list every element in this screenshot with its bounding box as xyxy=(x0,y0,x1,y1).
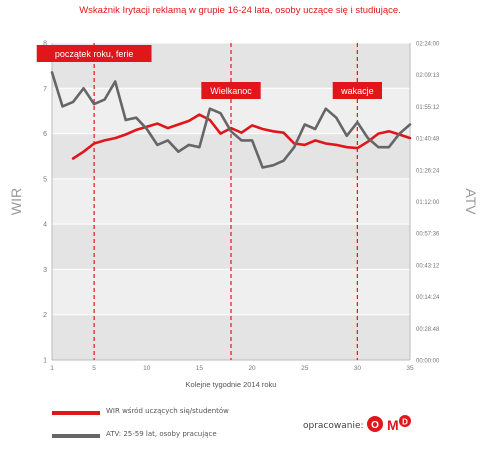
annotation-label: początek roku, ferie xyxy=(55,49,134,59)
y-right-tick-label: 02:09:13 xyxy=(416,73,440,79)
legend-swatch-wir xyxy=(52,411,100,415)
y-left-tick-label: 6 xyxy=(43,131,47,138)
y-right-tick-label: 00:57:36 xyxy=(416,232,440,238)
x-tick-label: 20 xyxy=(248,365,256,372)
legend-label-atv: ATV: 25-59 lat, osoby pracujące xyxy=(106,430,217,438)
y-left-tick-label: 2 xyxy=(43,312,47,319)
chart-title: Wskaźnik Irytacji reklamą w grupie 16-24… xyxy=(79,5,401,16)
svg-text:M: M xyxy=(387,417,399,433)
x-tick-label: 15 xyxy=(196,365,204,372)
series-line-wir xyxy=(71,113,412,160)
y-right-tick-label: 00:28:48 xyxy=(416,327,440,333)
annotation-box xyxy=(332,82,382,99)
legend-swatch-atv xyxy=(52,434,100,438)
y-right-tick-label: 00:00:00 xyxy=(416,359,440,365)
svg-text:O: O xyxy=(371,420,379,431)
legend-label-wir: WIR wśród uczących się/studentów xyxy=(106,407,229,415)
omd-logo: O M D xyxy=(367,412,411,434)
svg-text:D: D xyxy=(402,418,408,427)
series-line-atv xyxy=(50,71,412,169)
annotation-box xyxy=(36,45,152,62)
y-left-tick-label: 5 xyxy=(43,176,47,183)
x-axis-title: Kolejne tygodnie 2014 roku xyxy=(186,380,277,389)
y-left-tick-label: 8 xyxy=(43,41,47,48)
y-right-axis-title: ATV xyxy=(463,188,479,215)
y-right-tick-label: 02:24:00 xyxy=(416,42,440,48)
y-left-axis-title: WIR xyxy=(8,188,24,215)
annotation-label: Wielkanoc xyxy=(210,86,252,96)
y-right-tick-label: 01:55:12 xyxy=(416,105,440,111)
annotation-label: wakacje xyxy=(340,86,374,96)
x-tick-label: 1 xyxy=(50,365,54,372)
x-tick-label: 25 xyxy=(301,365,309,372)
y-right-tick-label: 01:12:00 xyxy=(416,200,440,206)
y-right-tick-label: 00:14:24 xyxy=(416,295,440,301)
y-left-tick-label: 7 xyxy=(43,86,47,93)
x-tick-label: 30 xyxy=(354,365,362,372)
credit-label: opracowanie: xyxy=(303,421,364,431)
y-right-tick-label: 01:40:48 xyxy=(416,137,440,143)
y-left-tick-label: 1 xyxy=(43,358,47,365)
y-right-tick-label: 00:43:12 xyxy=(416,263,440,269)
annotation-box xyxy=(201,82,261,99)
x-tick-label: 10 xyxy=(143,365,151,372)
y-left-tick-label: 3 xyxy=(43,267,47,274)
x-tick-label: 5 xyxy=(92,365,96,372)
x-tick-label: 35 xyxy=(406,365,414,372)
y-right-tick-label: 01:26:24 xyxy=(416,168,440,174)
y-left-tick-label: 4 xyxy=(43,222,47,229)
